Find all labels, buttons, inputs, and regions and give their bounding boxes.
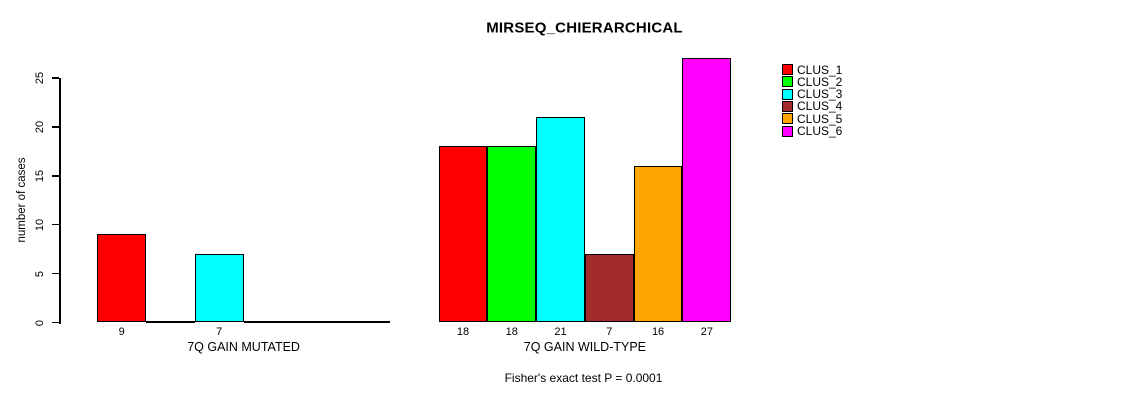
y-tick-label-15: 15 [34, 169, 46, 182]
bar-clus_4-wild-type [584, 254, 634, 323]
y-tick-label-5: 5 [34, 270, 46, 277]
bar-clus_2-wild-type-value-label: 18 [505, 325, 518, 338]
bar-clus_6-mutated-zero-segment [341, 321, 390, 323]
legend-item-clus_3: CLUS_3 [782, 88, 842, 100]
legend-label-clus_5: CLUS_5 [797, 111, 843, 126]
legend-label-clus_3: CLUS_3 [797, 87, 843, 102]
bar-clus_1-wild-type-value-label: 18 [456, 325, 470, 338]
legend-item-clus_4: CLUS_4 [782, 100, 842, 112]
legend-item-clus_2: CLUS_2 [782, 76, 842, 88]
legend-swatch-clus_3 [782, 88, 793, 100]
x-category-label-mutated: 7Q GAIN MUTATED [187, 340, 300, 354]
y-tick-25 [51, 77, 59, 79]
legend-swatch-clus_1 [782, 64, 793, 75]
bar-clus_3-mutated [194, 254, 244, 323]
legend-swatch-clus_5 [782, 113, 793, 125]
y-tick-20 [51, 126, 59, 128]
y-tick-0 [51, 321, 59, 324]
legend-swatch-clus_2 [782, 76, 793, 88]
fisher-test-annotation: Fisher's exact test P = 0.0001 [504, 371, 663, 385]
y-axis-label: number of cases [16, 157, 28, 243]
y-tick-5 [51, 272, 59, 275]
legend-label-clus_6: CLUS_6 [797, 124, 843, 139]
legend-label-clus_1: CLUS_1 [797, 62, 843, 77]
bar-clus_5-mutated-zero-segment [292, 321, 342, 323]
y-axis-line [59, 78, 61, 324]
bar-clus_3-mutated-value-label: 7 [216, 325, 223, 338]
chart-title: MIRSEQ_CHIERARCHICAL [486, 19, 683, 37]
bar-clus_3-wild-type-value-label: 21 [554, 325, 567, 338]
bar-clus_6-wild-type [682, 58, 732, 323]
bar-clus_6-wild-type-value-label: 27 [700, 325, 713, 338]
legend-item-clus_5: CLUS_5 [782, 113, 842, 125]
bar-clus_2-wild-type [487, 146, 537, 323]
y-tick-label-0: 0 [34, 319, 46, 326]
y-tick-10 [51, 223, 59, 226]
bar-clus_4-wild-type-value-label: 7 [606, 325, 613, 338]
x-category-label-wild-type: 7Q GAIN WILD-TYPE [523, 340, 647, 354]
y-tick-15 [51, 175, 59, 177]
legend-label-clus_2: CLUS_2 [797, 74, 843, 89]
bar-clus_4-mutated-zero-segment [243, 321, 293, 323]
legend-swatch-clus_6 [782, 125, 793, 137]
legend-swatch-clus_4 [782, 100, 793, 112]
legend-label-clus_4: CLUS_4 [797, 99, 843, 114]
bar-clus_1-mutated [97, 234, 147, 323]
bar-clus_3-wild-type [536, 117, 585, 323]
bar-clus_2-mutated-zero-segment [146, 321, 195, 323]
bar-clus_5-wild-type-value-label: 16 [651, 325, 665, 338]
legend-item-clus_6: CLUS_6 [782, 125, 842, 137]
bar-clus_5-wild-type [633, 166, 683, 323]
legend-item-clus_1: CLUS_1 [782, 64, 842, 76]
bar-clus_1-wild-type [438, 146, 488, 323]
y-tick-label-10: 10 [34, 218, 46, 231]
y-tick-label-20: 20 [34, 120, 46, 134]
bar-clus_1-mutated-value-label: 9 [118, 325, 125, 338]
y-tick-label-25: 25 [34, 71, 46, 85]
